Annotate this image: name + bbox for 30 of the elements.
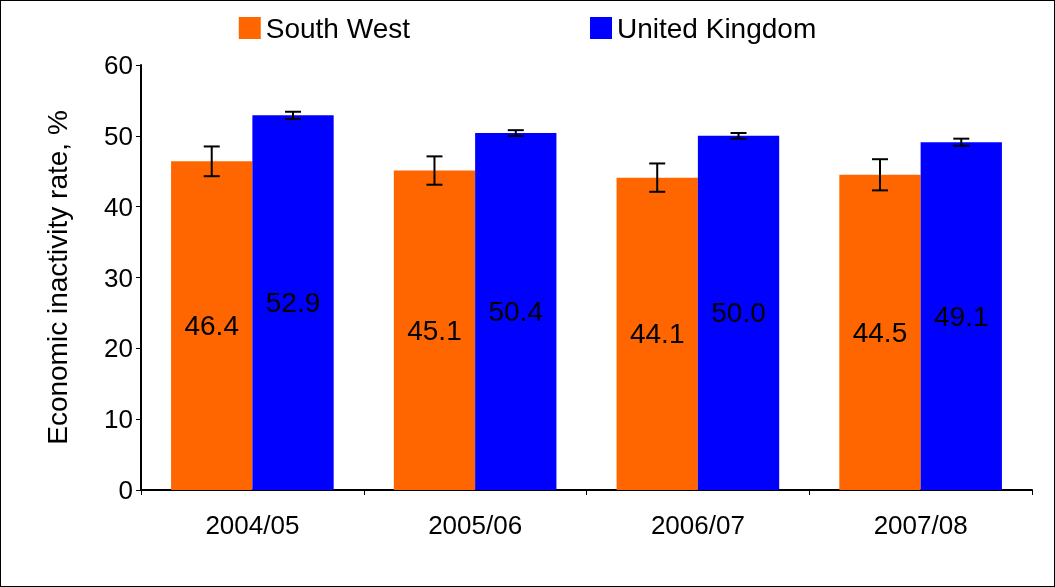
x-tick-label: 2004/05 [205, 510, 300, 540]
bar [171, 161, 253, 490]
bar [393, 170, 476, 490]
bar [697, 135, 780, 490]
y-tick-label: 30 [104, 262, 133, 293]
legend-label: United Kingdom [617, 12, 817, 44]
data-label: 50.0 [711, 297, 766, 329]
x-tick-label: 2007/08 [873, 510, 968, 540]
bar [839, 174, 921, 490]
data-label: 45.1 [407, 314, 462, 346]
y-tick-label: 50 [104, 120, 133, 151]
data-label: 44.5 [852, 316, 908, 348]
y-tick-label: 60 [104, 50, 133, 80]
data-label: 49.1 [934, 300, 989, 332]
data-label: 46.4 [184, 310, 239, 342]
legend-label: South West [265, 12, 411, 44]
bar [616, 177, 698, 490]
y-tick-label: 40 [104, 191, 133, 222]
bar [475, 133, 557, 490]
x-tick-label: 2005/06 [428, 510, 523, 540]
y-tick-label: 20 [104, 333, 133, 364]
bar [920, 142, 1002, 490]
y-axis-title: Economic inactivity rate, % [41, 110, 73, 445]
data-label: 52.9 [265, 287, 321, 319]
data-label: 50.4 [488, 296, 544, 327]
x-tick-label: 2006/07 [650, 510, 745, 540]
data-label: 44.1 [629, 318, 685, 350]
bar [252, 115, 334, 490]
y-tick-label: 10 [104, 404, 133, 435]
y-tick-label: 0 [118, 475, 133, 505]
